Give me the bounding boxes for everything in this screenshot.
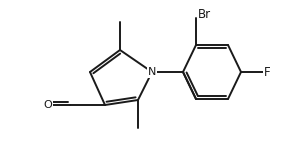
Text: N: N xyxy=(148,67,156,77)
Text: O: O xyxy=(44,100,52,110)
Text: F: F xyxy=(264,66,271,79)
Text: Br: Br xyxy=(198,8,211,21)
